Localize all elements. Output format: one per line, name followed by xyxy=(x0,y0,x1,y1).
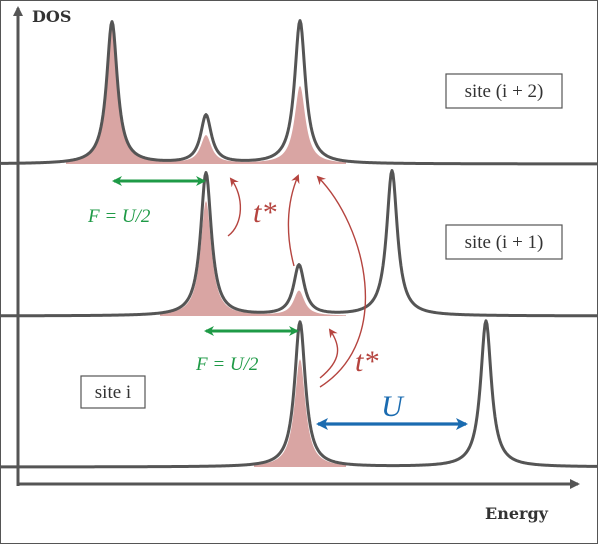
dos-fill-middle xyxy=(160,200,346,316)
hopping-label-lower: t* xyxy=(355,345,378,378)
hopping-label-upper: t* xyxy=(253,196,276,229)
y-axis-label: DOS xyxy=(32,7,71,26)
site-label-middle-text: site (i + 1) xyxy=(465,232,544,253)
site-label-top-text: site (i + 2) xyxy=(465,81,544,102)
dos-curve-middle xyxy=(0,169,598,318)
hop-arrow-long xyxy=(316,175,366,388)
site-label-bottom-text: site i xyxy=(95,382,131,403)
dos-fill-bottom xyxy=(254,359,346,467)
hop-arrow-lower xyxy=(319,328,339,379)
site-label-middle: site (i + 1) xyxy=(445,224,563,260)
dos-curves xyxy=(0,19,598,469)
site-label-bottom: site i xyxy=(80,375,146,409)
interaction-label: U xyxy=(381,390,405,423)
hop-arrow-middle xyxy=(287,174,300,267)
dos-curve-bottom xyxy=(0,319,598,469)
field-label-upper: F = U/2 xyxy=(87,206,151,227)
dos-curve-top xyxy=(0,19,598,166)
field-label-lower: F = U/2 xyxy=(195,354,259,375)
site-label-top: site (i + 2) xyxy=(445,73,563,109)
x-axis-label: Energy xyxy=(485,504,549,523)
hop-arrow-upper xyxy=(227,177,242,237)
